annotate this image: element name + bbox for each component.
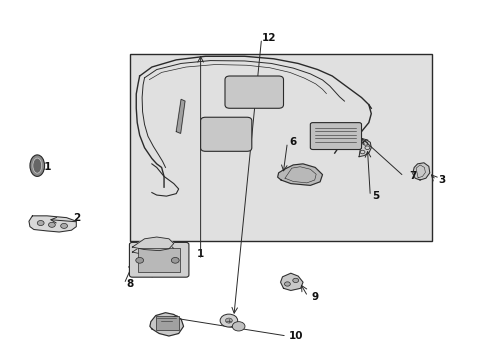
Circle shape [220,314,237,327]
Polygon shape [412,163,429,180]
Circle shape [136,257,143,263]
Polygon shape [280,273,303,291]
Text: 11: 11 [37,162,52,172]
Circle shape [61,224,67,228]
Text: 10: 10 [288,331,303,341]
Text: 4: 4 [148,268,155,278]
Text: 5: 5 [372,191,379,201]
Circle shape [171,257,179,263]
Polygon shape [132,242,173,256]
Circle shape [48,222,55,227]
Bar [156,316,179,330]
Polygon shape [150,313,183,336]
Bar [138,248,179,272]
Circle shape [292,278,298,283]
Ellipse shape [30,155,44,176]
Bar [130,54,431,241]
Polygon shape [29,216,76,232]
FancyBboxPatch shape [200,117,251,151]
Polygon shape [358,140,370,157]
FancyBboxPatch shape [129,242,188,277]
Polygon shape [176,99,184,134]
Polygon shape [277,164,322,185]
Circle shape [225,318,232,323]
FancyBboxPatch shape [224,76,283,108]
Text: 9: 9 [311,292,318,302]
FancyBboxPatch shape [310,123,361,149]
Circle shape [37,221,44,226]
Text: 3: 3 [437,175,445,185]
Polygon shape [132,247,173,261]
Text: 7: 7 [408,171,416,181]
Polygon shape [132,237,173,251]
Ellipse shape [33,158,41,173]
Circle shape [232,321,244,331]
Text: 2: 2 [73,213,80,222]
Text: 8: 8 [126,279,133,289]
Text: 6: 6 [289,138,296,147]
Circle shape [284,282,290,286]
Text: 12: 12 [261,33,276,43]
Text: 1: 1 [197,248,204,258]
